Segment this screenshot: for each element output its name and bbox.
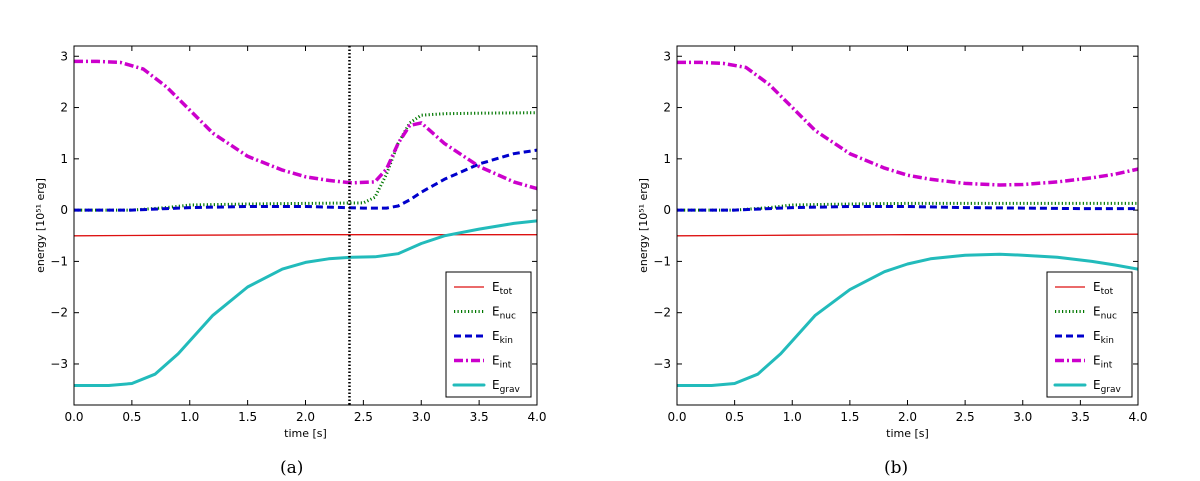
panel-a-chart: 0.0 0.5 1.0 1.5 2.0 2.5 3.0 3.5 4.0 −3 −2 −1 0 1 2 3 tim… [34,45,547,440]
panel-a-x-axis-label: time [s] [284,427,327,440]
panel-a-caption: (a) [280,458,304,478]
panel-a-series-kin-line [74,148,537,212]
panel-a-y-tick-label: −1 [50,254,68,268]
panel-a-y-tick-label: 0 [60,203,68,217]
panel-a-y-tick-label: −3 [50,357,68,371]
panel-b-y-tick-label: −1 [653,254,671,268]
panel-b-x-tick-label: 3.0 [1013,410,1032,424]
panel-a-x-tick-label: 0.0 [64,410,83,424]
panel-b-x-tick-label: 2.5 [956,410,975,424]
panel-b-y-tick-label: 2 [663,101,671,115]
panel-b-y-tick-label: 0 [663,203,671,217]
panel-a-x-tick-label: 4.0 [527,410,546,424]
panel-b-y-tick-label: −2 [653,306,671,320]
panel-a-x-tick-label: 3.0 [412,410,431,424]
panel-a-y-tick-label: 3 [60,49,68,63]
panel-a-axes-frame [73,45,538,406]
panel-a-x-tick-label: 1.5 [238,410,257,424]
panel-a-y-tick-label: 1 [60,152,68,166]
panel-a-series-tot-line [74,234,537,237]
panel-b-series-grav-line [677,252,1138,387]
panel-b-x-tick-label: 1.5 [840,410,859,424]
panel-b-series-int-line [677,60,1138,187]
panel-b-x-axis-label: time [s] [886,427,929,440]
panel-b-x-tick-label: 2.0 [898,410,917,424]
panel-a-series-grav-line [74,219,537,387]
panel-a-x-tick-label: 2.5 [354,410,373,424]
panel-a-plot-area [74,59,537,387]
panel-b-x-tick-label: 3.5 [1071,410,1090,424]
panel-b-x-tick-label: 0.0 [667,410,686,424]
panel-a-x-tick-label: 0.5 [122,410,141,424]
panel-b-x-tick-label: 4.0 [1128,410,1147,424]
panel-b-x-tick-label: 1.0 [783,410,802,424]
panel-b-y-tick-label: 3 [663,49,671,63]
panel-a-x-tick-label: 1.0 [180,410,199,424]
panel-a-x-tick-label: 2.0 [296,410,315,424]
panel-a-series-int-line [74,59,537,191]
panel-b-plot-area [677,60,1138,387]
panel-b-y-tick-label: 1 [663,152,671,166]
panel-b-chart: 0.0 0.5 1.0 1.5 2.0 2.5 3.0 3.5 4.0 −3 −2 −1 0 1 2 3 tim… [637,45,1148,440]
panel-b-y-axis-label: energy [10⁵¹ erg] [637,178,650,273]
panel-a-x-tick-label: 3.5 [470,410,489,424]
panel-a-y-axis-label: energy [10⁵¹ erg] [34,178,47,273]
panel-a-y-tick-label: −2 [50,306,68,320]
panel-b-x-tick-label: 0.5 [725,410,744,424]
panel-b-caption: (b) [884,458,909,478]
panel-b-y-tick-label: −3 [653,357,671,371]
panel-b-series-nuc-line [677,201,1138,212]
panel-b-axes-frame [676,45,1139,406]
panel-a-series-nuc-line [74,111,537,212]
panel-a-y-tick-label: 2 [60,101,68,115]
panel-b-series-tot-line [677,233,1138,237]
panel-b-series-kin-line [677,205,1138,212]
